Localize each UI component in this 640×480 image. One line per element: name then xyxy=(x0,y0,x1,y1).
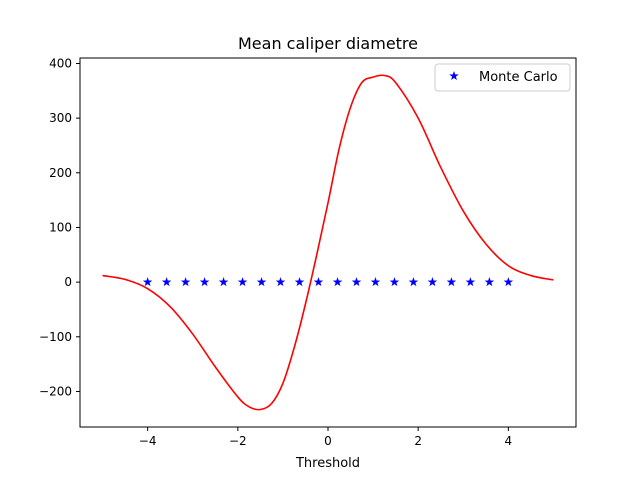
monte-carlo-point xyxy=(465,277,476,287)
legend-entry-monte-carlo: Monte Carlo xyxy=(479,70,558,85)
monte-carlo-point xyxy=(446,277,457,287)
x-tick-label: −2 xyxy=(229,434,247,448)
monte-carlo-point xyxy=(484,277,495,287)
monte-carlo-point xyxy=(180,277,191,287)
monte-carlo-point xyxy=(503,277,514,287)
x-tick-label: 0 xyxy=(324,434,332,448)
legend-star-marker xyxy=(449,71,459,81)
y-tick-label: 100 xyxy=(49,220,72,234)
y-tick-label: 300 xyxy=(49,111,72,125)
monte-carlo-point xyxy=(256,277,267,287)
monte-carlo-point xyxy=(370,277,381,287)
y-tick-label: −200 xyxy=(39,384,72,398)
monte-carlo-point xyxy=(237,277,248,287)
plot-area xyxy=(102,74,554,411)
axis-ticks: −4 −2 0 2 4 −200 −100 0 100 200 300 400 xyxy=(39,56,512,448)
x-tick-label: −4 xyxy=(139,434,157,448)
monte-carlo-point xyxy=(142,277,153,287)
x-tick-label: 4 xyxy=(505,434,513,448)
monte-carlo-point xyxy=(218,277,229,287)
monte-carlo-point xyxy=(351,277,362,287)
x-axis-label: Threshold xyxy=(295,456,360,471)
y-tick-label: 200 xyxy=(49,166,72,180)
series-line-0 xyxy=(102,74,554,411)
monte-carlo-point xyxy=(389,277,400,287)
legend-box xyxy=(434,63,571,92)
x-tick-label: 2 xyxy=(414,434,422,448)
monte-carlo-point xyxy=(199,277,210,287)
chart-title: Mean caliper diametre xyxy=(238,34,418,53)
monte-carlo-point xyxy=(427,277,438,287)
y-tick-label: −100 xyxy=(39,330,72,344)
monte-carlo-point xyxy=(294,277,305,287)
monte-carlo-point xyxy=(275,277,286,287)
y-tick-label: 0 xyxy=(64,275,72,289)
legend: Monte Carlo xyxy=(434,63,571,92)
y-tick-label: 400 xyxy=(49,56,72,70)
monte-carlo-point xyxy=(332,277,343,287)
monte-carlo-point xyxy=(161,277,172,287)
monte-carlo-point xyxy=(408,277,419,287)
monte-carlo-point xyxy=(313,277,324,287)
